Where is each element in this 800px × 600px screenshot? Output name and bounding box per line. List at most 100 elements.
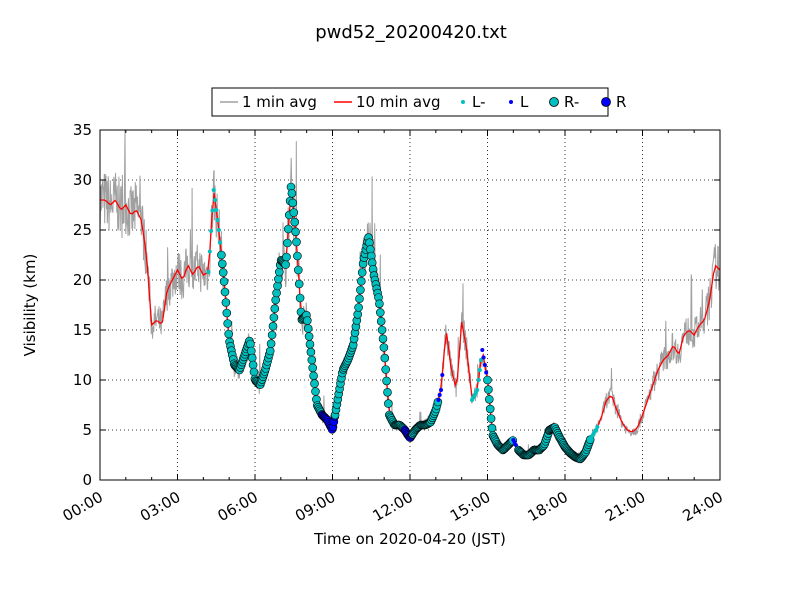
- marker-l-minus: [213, 198, 217, 202]
- marker-r-minus: [378, 334, 388, 344]
- marker-r-minus: [379, 343, 389, 352]
- marker-r-minus: [357, 268, 367, 277]
- marker-r-minus: [292, 237, 301, 247]
- y-tick-label: 30: [73, 171, 92, 189]
- grid-lines: [100, 130, 720, 480]
- marker-r-minus: [294, 279, 304, 289]
- marker-r-minus: [383, 387, 392, 397]
- marker-r-minus: [381, 365, 391, 374]
- marker-l-minus: [211, 188, 216, 192]
- marker-l-minus: [477, 368, 482, 372]
- marker-r-minus: [483, 375, 492, 385]
- marker-r-minus: [380, 353, 390, 363]
- marker-l: [480, 348, 485, 352]
- marker-r-minus: [283, 238, 292, 248]
- marker-r-minus: [218, 259, 227, 269]
- marker-r-minus: [270, 304, 280, 314]
- x-tick-label: 12:00: [370, 488, 416, 525]
- marker-l: [482, 363, 487, 367]
- marker-r-minus: [293, 265, 303, 275]
- marker-l-minus: [210, 208, 215, 213]
- y-tick-label: 0: [82, 471, 92, 489]
- marker-r-minus: [223, 319, 232, 328]
- legend-label: R: [616, 93, 626, 111]
- marker-r-minus: [303, 324, 313, 333]
- x-tick-label: 03:00: [137, 488, 183, 525]
- marker-l-minus: [594, 428, 598, 432]
- legend-label: L: [520, 93, 529, 111]
- marker-l: [484, 370, 489, 375]
- x-tick-label: 21:00: [602, 488, 648, 525]
- marker-r-minus: [265, 346, 275, 356]
- marker-l: [437, 393, 442, 397]
- marker-r-minus: [269, 313, 279, 322]
- marker-r-minus: [485, 404, 495, 414]
- marker-l-minus: [215, 218, 220, 222]
- marker-r-minus: [283, 224, 293, 234]
- marker-r-minus: [311, 387, 320, 396]
- marker-r-minus: [295, 293, 305, 303]
- marker-l-minus: [214, 208, 219, 212]
- marker-r-minus: [486, 414, 496, 423]
- marker-r-minus: [375, 308, 385, 317]
- marker-l-minus: [209, 229, 214, 233]
- classification-markers: [206, 182, 600, 464]
- axis-ticks: [99, 129, 721, 481]
- legend-swatch: [549, 97, 559, 107]
- marker-r-minus: [267, 330, 277, 340]
- marker-r-minus: [290, 217, 300, 227]
- marker-r-minus: [289, 208, 299, 217]
- marker-r-minus: [356, 276, 366, 286]
- marker-r-minus: [487, 423, 497, 433]
- marker-l: [481, 355, 486, 360]
- marker-l-minus: [479, 358, 483, 362]
- y-tick-label: 35: [73, 121, 92, 139]
- marker-r-minus: [484, 394, 494, 404]
- legend-label: R-: [564, 93, 579, 111]
- marker-r-minus: [382, 376, 391, 386]
- y-tick-label: 15: [73, 321, 92, 339]
- marker-r-minus: [354, 303, 363, 312]
- y-tick-label: 20: [73, 271, 92, 289]
- marker-r-minus: [355, 294, 364, 304]
- marker-r-minus: [218, 268, 228, 277]
- chart-title: pwd52_20200420.txt: [315, 22, 507, 43]
- y-tick-label: 25: [73, 221, 92, 239]
- marker-r-minus: [306, 347, 316, 357]
- marker-l-minus: [207, 249, 212, 254]
- marker-r-minus: [281, 260, 290, 269]
- marker-r-minus: [308, 363, 318, 373]
- x-tick-label: 18:00: [525, 488, 571, 525]
- legend-swatch: [461, 100, 465, 104]
- legend-label: 1 min avg: [242, 93, 317, 111]
- marker-r-minus: [307, 355, 317, 365]
- marker-r-minus: [221, 298, 231, 307]
- marker-r-minus: [375, 299, 384, 309]
- marker-r-minus: [305, 339, 315, 349]
- marker-r-minus: [266, 339, 276, 349]
- marker-r-minus: [484, 385, 493, 394]
- marker-r-minus: [282, 252, 291, 262]
- y-tick-label: 5: [82, 421, 92, 439]
- marker-r-minus: [309, 371, 318, 381]
- marker-r-minus: [220, 287, 230, 297]
- marker-r-minus: [291, 227, 300, 237]
- marker-r-minus: [222, 308, 232, 318]
- x-tick-label: 15:00: [447, 488, 493, 525]
- marker-r-minus: [377, 325, 387, 335]
- marker-r-minus: [287, 189, 297, 198]
- marker-r-minus: [376, 316, 386, 326]
- marker-r-minus: [356, 285, 365, 295]
- legend: 1 min avg 10 min avg L- L R- R: [211, 87, 626, 117]
- marker-r-minus: [384, 399, 393, 408]
- legend-swatch: [509, 100, 513, 104]
- marker-r-minus: [268, 321, 278, 331]
- marker-l-minus: [216, 228, 221, 232]
- x-tick-label: 06:00: [215, 488, 261, 525]
- y-axis-label: Visibility (km): [21, 254, 39, 357]
- marker-r-minus: [224, 329, 233, 339]
- marker-l: [436, 398, 441, 402]
- marker-r-minus: [310, 379, 319, 388]
- x-tick-label: 00:00: [60, 488, 106, 525]
